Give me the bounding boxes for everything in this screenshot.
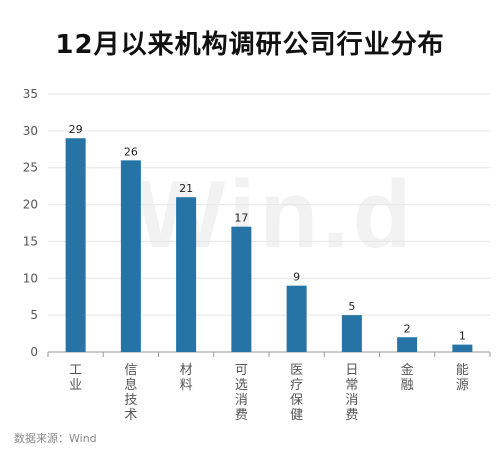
bar-8 — [452, 344, 473, 352]
data-label: 29 — [69, 123, 83, 136]
x-category-label: 可选消费 — [235, 363, 248, 423]
y-tick-label: 15 — [23, 234, 38, 248]
bar-5 — [286, 285, 307, 352]
data-label: 9 — [293, 271, 300, 284]
data-label: 2 — [404, 322, 411, 335]
x-category-label: 金融 — [401, 362, 414, 393]
x-category-label: 医疗保健 — [290, 363, 303, 423]
chart-title: 12月以来机构调研公司行业分布 — [55, 30, 445, 60]
x-category-label: 日常消费 — [345, 363, 358, 423]
y-tick-label: 25 — [23, 161, 38, 175]
bar-6 — [341, 315, 362, 352]
y-tick-label: 35 — [23, 87, 38, 101]
data-label: 5 — [348, 300, 355, 313]
y-tick-label: 30 — [23, 124, 38, 138]
y-tick-label: 20 — [23, 198, 38, 212]
source-note: 数据来源：Wind — [14, 432, 97, 445]
data-label: 17 — [234, 212, 248, 225]
bar-7 — [397, 337, 418, 352]
y-tick-label: 10 — [23, 271, 38, 285]
y-tick-label: 5 — [30, 308, 38, 322]
bar-2 — [120, 160, 141, 352]
x-category-label: 工业 — [69, 363, 82, 393]
data-label: 26 — [124, 145, 138, 158]
bar-3 — [176, 197, 197, 352]
x-category-label: 材料 — [180, 363, 193, 393]
bar-1 — [65, 138, 86, 352]
bar-4 — [231, 226, 252, 352]
y-tick-label: 0 — [30, 345, 38, 359]
data-label: 21 — [179, 182, 193, 195]
data-label: 1 — [459, 330, 466, 343]
x-category-label: 信息技术 — [124, 363, 137, 423]
x-category-label: 能源 — [456, 363, 469, 393]
